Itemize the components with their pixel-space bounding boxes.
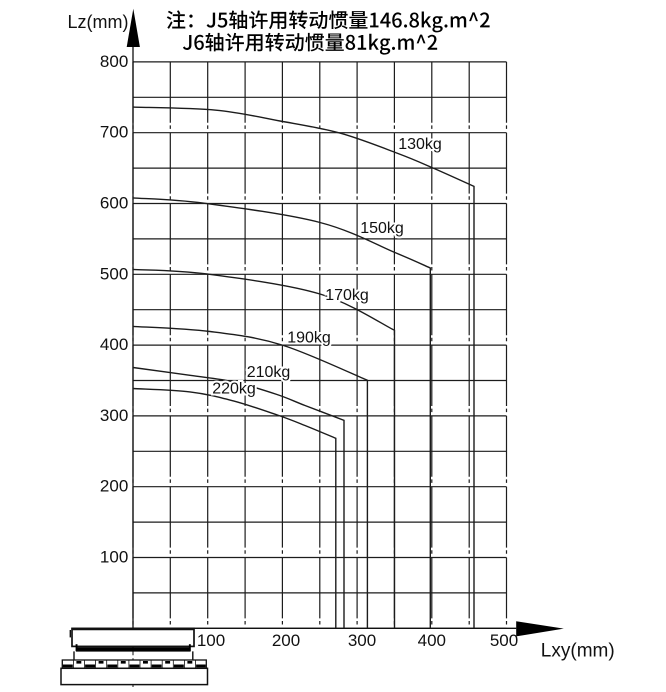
- svg-text:130kg: 130kg: [398, 136, 442, 153]
- svg-text:Lz(mm): Lz(mm): [68, 12, 129, 32]
- svg-text:700: 700: [100, 123, 128, 142]
- svg-text:190kg: 190kg: [287, 329, 331, 346]
- svg-text:200: 200: [272, 631, 300, 650]
- svg-text:300: 300: [348, 631, 376, 650]
- svg-text:600: 600: [100, 194, 128, 213]
- svg-text:400: 400: [418, 631, 446, 650]
- svg-text:100: 100: [197, 631, 225, 650]
- svg-text:400: 400: [100, 335, 128, 354]
- svg-text:170kg: 170kg: [325, 287, 369, 304]
- svg-text:220kg: 220kg: [212, 381, 256, 398]
- svg-text:210kg: 210kg: [247, 364, 291, 381]
- svg-text:800: 800: [100, 52, 128, 71]
- svg-text:500: 500: [100, 264, 128, 283]
- svg-text:300: 300: [100, 406, 128, 425]
- svg-text:150kg: 150kg: [360, 220, 404, 237]
- svg-text:Lxy(mm): Lxy(mm): [541, 641, 615, 662]
- svg-text:100: 100: [100, 548, 128, 567]
- svg-text:500: 500: [490, 631, 518, 650]
- svg-text:200: 200: [100, 477, 128, 496]
